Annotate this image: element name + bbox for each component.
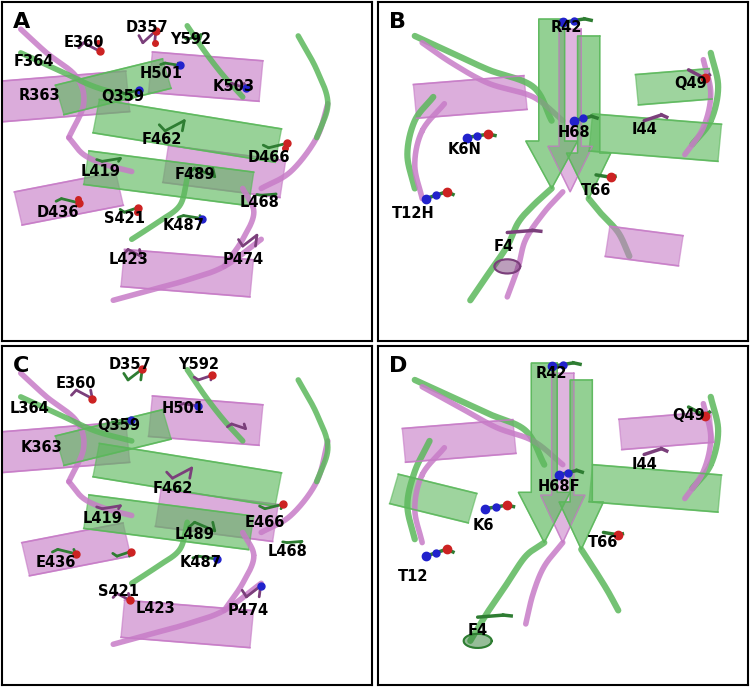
Text: H68: H68 — [557, 125, 590, 140]
Polygon shape — [121, 600, 254, 648]
Text: L423: L423 — [108, 252, 148, 267]
Polygon shape — [56, 409, 171, 465]
Polygon shape — [148, 52, 263, 101]
Text: K503: K503 — [212, 79, 254, 94]
Text: L468: L468 — [267, 543, 307, 559]
Text: L423: L423 — [136, 601, 176, 616]
Text: P474: P474 — [222, 252, 263, 267]
Text: S421: S421 — [104, 212, 145, 227]
Text: L489: L489 — [175, 527, 214, 541]
Polygon shape — [619, 412, 714, 450]
Polygon shape — [541, 373, 585, 543]
Polygon shape — [589, 114, 722, 161]
Text: F364: F364 — [13, 54, 54, 69]
Polygon shape — [494, 259, 520, 273]
Polygon shape — [605, 226, 683, 266]
Text: Y592: Y592 — [178, 357, 219, 372]
Text: K6: K6 — [472, 518, 494, 533]
Polygon shape — [402, 420, 516, 462]
Text: K6N: K6N — [448, 142, 482, 157]
Text: F489: F489 — [175, 168, 215, 183]
Polygon shape — [121, 249, 254, 297]
Text: D357: D357 — [125, 20, 168, 35]
Text: D436: D436 — [37, 205, 79, 220]
Polygon shape — [84, 495, 254, 550]
Text: P474: P474 — [228, 603, 268, 618]
Polygon shape — [635, 69, 712, 105]
Text: F4: F4 — [494, 238, 514, 254]
Polygon shape — [0, 71, 130, 123]
Polygon shape — [14, 172, 123, 225]
Text: R42: R42 — [550, 20, 582, 35]
Text: T12H: T12H — [392, 206, 434, 221]
Text: D357: D357 — [109, 357, 152, 372]
Text: L419: L419 — [82, 511, 122, 526]
Polygon shape — [559, 380, 604, 550]
Text: S421: S421 — [98, 584, 140, 599]
Text: C: C — [13, 356, 30, 376]
Text: F462: F462 — [141, 132, 182, 147]
Text: F4: F4 — [467, 623, 488, 638]
Text: L419: L419 — [80, 164, 120, 179]
Text: K487: K487 — [163, 218, 205, 233]
Polygon shape — [148, 396, 263, 445]
Polygon shape — [566, 36, 610, 199]
Text: Q359: Q359 — [98, 418, 140, 433]
Text: E466: E466 — [244, 515, 285, 530]
Polygon shape — [155, 489, 278, 541]
Polygon shape — [0, 422, 130, 473]
Text: Q359: Q359 — [101, 89, 144, 104]
Polygon shape — [413, 76, 527, 118]
Polygon shape — [518, 363, 570, 543]
Text: H501: H501 — [140, 66, 183, 81]
Polygon shape — [464, 634, 492, 648]
Text: H68F: H68F — [538, 480, 580, 494]
Text: Q49: Q49 — [674, 76, 706, 91]
Text: Y592: Y592 — [170, 32, 211, 47]
Text: D: D — [388, 356, 407, 376]
Polygon shape — [390, 474, 477, 523]
Polygon shape — [22, 523, 130, 576]
Text: K363: K363 — [20, 440, 62, 455]
Polygon shape — [589, 464, 722, 512]
Text: E360: E360 — [64, 35, 104, 50]
Text: R363: R363 — [19, 88, 60, 103]
Polygon shape — [548, 29, 592, 192]
Polygon shape — [84, 151, 254, 205]
Text: L468: L468 — [239, 194, 279, 210]
Polygon shape — [526, 19, 578, 188]
Text: I44: I44 — [632, 122, 657, 137]
Text: T66: T66 — [580, 183, 611, 198]
Text: L364: L364 — [10, 401, 50, 416]
Text: D466: D466 — [248, 150, 290, 166]
Text: R42: R42 — [536, 365, 568, 381]
Polygon shape — [93, 100, 281, 162]
Text: F462: F462 — [152, 481, 193, 496]
Polygon shape — [93, 443, 281, 506]
Text: K487: K487 — [179, 555, 221, 570]
Text: E360: E360 — [56, 376, 97, 391]
Text: A: A — [13, 12, 31, 32]
Polygon shape — [56, 59, 171, 115]
Text: Q49: Q49 — [672, 408, 705, 423]
Polygon shape — [163, 146, 286, 198]
Text: T66: T66 — [588, 535, 619, 550]
Text: T12: T12 — [398, 569, 428, 584]
Text: H501: H501 — [162, 401, 205, 416]
Text: B: B — [388, 12, 406, 32]
Text: I44: I44 — [632, 457, 657, 472]
Text: E436: E436 — [36, 555, 76, 570]
